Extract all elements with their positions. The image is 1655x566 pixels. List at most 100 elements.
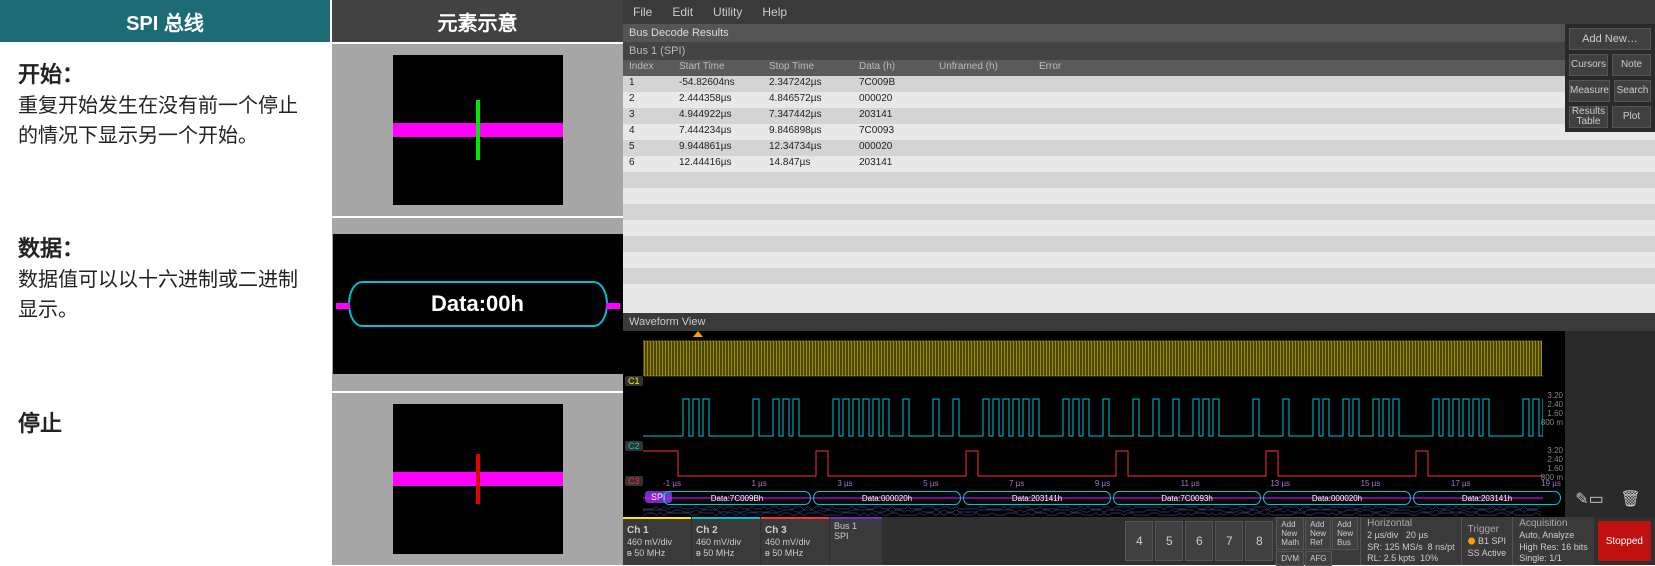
trash-icon[interactable]: 🗑 xyxy=(1613,489,1649,509)
time-tick: 9 µs xyxy=(1095,479,1110,489)
table-row-empty xyxy=(623,252,1655,268)
cell xyxy=(1033,140,1093,156)
plot-button[interactable]: Plot xyxy=(1612,106,1651,128)
cell: 203141 xyxy=(853,108,933,124)
cell: 3 xyxy=(623,108,673,124)
cell: 2 xyxy=(623,92,673,108)
menu-utility[interactable]: Utility xyxy=(713,5,742,19)
menu-edit[interactable]: Edit xyxy=(672,5,693,19)
decoded-packet[interactable]: Data:000020h xyxy=(813,491,961,505)
col-header[interactable]: Unframed (h) xyxy=(933,60,1033,76)
time-tick: 7 µs xyxy=(1009,479,1024,489)
channel-5-button[interactable]: 5 xyxy=(1155,521,1183,561)
add-new-bus-button[interactable]: AddNewBus xyxy=(1332,517,1358,550)
channel-4-button[interactable]: 4 xyxy=(1125,521,1153,561)
menubar: File Edit Utility Help xyxy=(623,0,1655,24)
draw-icon[interactable]: ✎▭ xyxy=(1572,489,1608,509)
cell: 7C009B xyxy=(853,76,933,92)
doc-visual xyxy=(332,393,623,565)
col-header[interactable]: Data (h) xyxy=(853,60,933,76)
channel-chip[interactable]: Ch 1460 mV/divᴃ 50 MHz xyxy=(623,517,691,565)
decoded-packet[interactable]: Data:000020h xyxy=(1263,491,1411,505)
time-tick: 19 µs xyxy=(1541,479,1561,489)
cell xyxy=(933,92,1033,108)
bus-selector[interactable]: Bus 1 (SPI) xyxy=(623,42,1655,60)
table-row[interactable]: 1-54.82604ns2.347242µs7C009B xyxy=(623,76,1655,92)
menu-help[interactable]: Help xyxy=(762,5,787,19)
search-button[interactable]: Search xyxy=(1614,80,1651,102)
bottom-bar: Ch 1460 mV/divᴃ 50 MHzCh 2460 mV/divᴃ 50… xyxy=(623,517,1655,565)
add-new-ref-button[interactable]: AddNewRef xyxy=(1305,517,1331,550)
table-row-empty xyxy=(623,220,1655,236)
cell: 4.944922µs xyxy=(673,108,763,124)
table-row-empty xyxy=(623,236,1655,252)
cell: 14.847µs xyxy=(763,156,853,172)
trigger-section[interactable]: Trigger⬣ B1 SPISS Active xyxy=(1461,517,1513,565)
cell: -54.82604ns xyxy=(673,76,763,92)
dvm-button[interactable]: DVM xyxy=(1276,551,1304,566)
add-column: AddNewMathAddNewRefAddNewBus DVMAFG xyxy=(1274,517,1360,565)
menu-file[interactable]: File xyxy=(633,5,652,19)
channel-chip[interactable]: Ch 3460 mV/divᴃ 50 MHz xyxy=(761,517,829,565)
col-header[interactable]: Start Time xyxy=(673,60,763,76)
table-row[interactable]: 59.944861µs12.34734µs000020 xyxy=(623,140,1655,156)
doc-row: 数据：数据值可以以十六进制或二进制显示。 Data:00h xyxy=(0,216,623,390)
cell: 203141 xyxy=(853,156,933,172)
doc-panel: SPI 总线 元素示意 开始：重复开始发生在没有前一个停止的情况下显示另一个开始… xyxy=(0,0,623,565)
doc-row: 停止 xyxy=(0,391,623,565)
decoded-packet[interactable]: Data:7C0093h xyxy=(1113,491,1261,505)
waveform-svg xyxy=(643,331,1543,517)
time-axis: -1 µs1 µs3 µs5 µs7 µs9 µs11 µs13 µs15 µs… xyxy=(663,479,1561,489)
channel-7-button[interactable]: 7 xyxy=(1215,521,1243,561)
stop-symbol xyxy=(393,404,563,554)
decoded-packet[interactable]: Data:203141h xyxy=(963,491,1111,505)
table-row-empty xyxy=(623,172,1655,188)
results-table-button[interactable]: ResultsTable xyxy=(1569,106,1608,128)
afg-button[interactable]: AFG xyxy=(1305,551,1331,566)
run-state-badge[interactable]: Stopped xyxy=(1598,521,1651,561)
table-row-empty xyxy=(623,188,1655,204)
oscilloscope-app: FileEditUtilityHelp Bus Decode Results ✕… xyxy=(623,0,1655,565)
c2-scale: 3.202.401.60800 m xyxy=(1541,391,1563,427)
table-row-empty xyxy=(623,268,1655,284)
cell xyxy=(1033,92,1093,108)
note-button[interactable]: Note xyxy=(1612,54,1651,76)
doc-row: 开始：重复开始发生在没有前一个停止的情况下显示另一个开始。 xyxy=(0,42,623,216)
cell: 7C0093 xyxy=(853,124,933,140)
add-new-math-button[interactable]: AddNewMath xyxy=(1276,517,1304,550)
doc-header: SPI 总线 元素示意 xyxy=(0,0,623,42)
acquisition-section[interactable]: AcquisitionAuto, AnalyzeHigh Res: 16 bit… xyxy=(1512,517,1594,565)
table-row-empty xyxy=(623,204,1655,220)
bus-selector-text: Bus 1 (SPI) xyxy=(629,45,685,57)
decoded-packet[interactable]: Data:203141h xyxy=(1413,491,1561,505)
decoded-packet[interactable]: Data:7C009Bh xyxy=(663,491,811,505)
horizontal-section[interactable]: Horizontal2 µs/div 20 µsSR: 125 MS/s 8 n… xyxy=(1360,517,1461,565)
time-tick: -1 µs xyxy=(663,479,681,489)
add-new-button[interactable]: Add New… xyxy=(1569,28,1651,50)
col-header[interactable]: Error xyxy=(1033,60,1093,76)
time-tick: 15 µs xyxy=(1361,479,1381,489)
time-tick: 17 µs xyxy=(1451,479,1471,489)
waveform-area[interactable]: C1 C2 C3 SPI 3.202.401.60800 m 3.202.401… xyxy=(623,331,1565,517)
channel-6-button[interactable]: 6 xyxy=(1185,521,1213,561)
channel-chip[interactable]: Ch 2460 mV/divᴃ 50 MHz xyxy=(692,517,760,565)
doc-text: 停止 xyxy=(0,393,330,565)
cell xyxy=(933,140,1033,156)
doc-text: 数据：数据值可以以十六进制或二进制显示。 xyxy=(0,218,330,390)
doc-text: 开始：重复开始发生在没有前一个停止的情况下显示另一个开始。 xyxy=(0,44,330,216)
start-symbol xyxy=(393,55,563,205)
table-row[interactable]: 47.444234µs9.846898µs7C0093 xyxy=(623,124,1655,140)
col-header[interactable]: Stop Time xyxy=(763,60,853,76)
channel-8-button[interactable]: 8 xyxy=(1245,521,1273,561)
col-header[interactable]: Index xyxy=(623,60,673,76)
cell: 12.44416µs xyxy=(673,156,763,172)
bus-chip[interactable]: Bus 1SPI xyxy=(830,517,882,565)
cursors-button[interactable]: Cursors xyxy=(1569,54,1608,76)
measure-button[interactable]: Measure xyxy=(1569,80,1610,102)
table-row[interactable]: 22.444358µs4.846572µs000020 xyxy=(623,92,1655,108)
table-row[interactable]: 612.44416µs14.847µs203141 xyxy=(623,156,1655,172)
packet-label: Data:00h xyxy=(348,281,608,327)
cell: 1 xyxy=(623,76,673,92)
cell: 4 xyxy=(623,124,673,140)
table-row[interactable]: 34.944922µs7.347442µs203141 xyxy=(623,108,1655,124)
